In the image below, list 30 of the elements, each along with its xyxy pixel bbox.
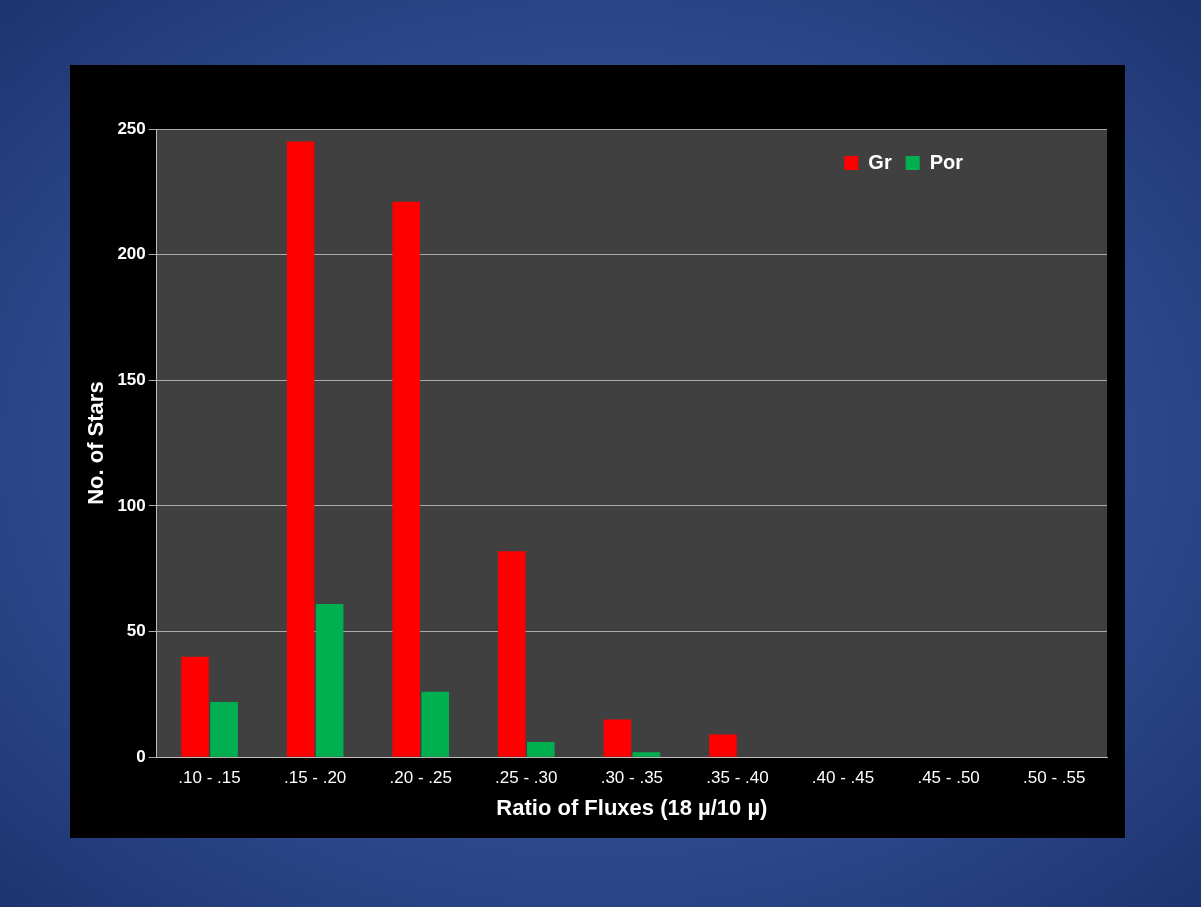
y-axis-title: No. of Stars (83, 381, 109, 505)
bar (392, 201, 420, 757)
bar (709, 734, 737, 757)
x-tick-label: .20 - .25 (389, 768, 452, 788)
bar (603, 719, 632, 757)
x-tick-label: .45 - .50 (917, 768, 980, 788)
y-tick-label: 100 (117, 495, 146, 515)
y-tick-label: 150 (117, 369, 146, 389)
x-axis-title: Ratio of Fluxes (18 µ/10 µ) (496, 794, 768, 820)
x-tick-label: .35 - .40 (706, 768, 769, 788)
legend-label: Por (929, 150, 964, 173)
bar (497, 551, 526, 757)
bar (632, 752, 661, 757)
y-tick-label: 250 (117, 118, 146, 138)
x-tick-label: .30 - .35 (600, 768, 664, 788)
y-tick-label: 50 (126, 621, 146, 641)
y-tick-label: 0 (136, 746, 146, 766)
bar (286, 141, 315, 757)
y-tick-label: 200 (117, 244, 146, 264)
x-tick-label: .15 - .20 (283, 768, 347, 788)
bar (527, 742, 555, 757)
x-tick-label: .10 - .15 (178, 768, 241, 788)
legend-label: Gr (868, 150, 892, 173)
bar (421, 691, 450, 757)
bar (210, 701, 238, 757)
bar (315, 603, 344, 757)
x-tick-label: .40 - .45 (811, 768, 875, 788)
x-tick-label: .50 - .55 (1023, 768, 1086, 788)
bar (181, 656, 209, 757)
x-tick-label: .25 - .30 (495, 768, 558, 788)
